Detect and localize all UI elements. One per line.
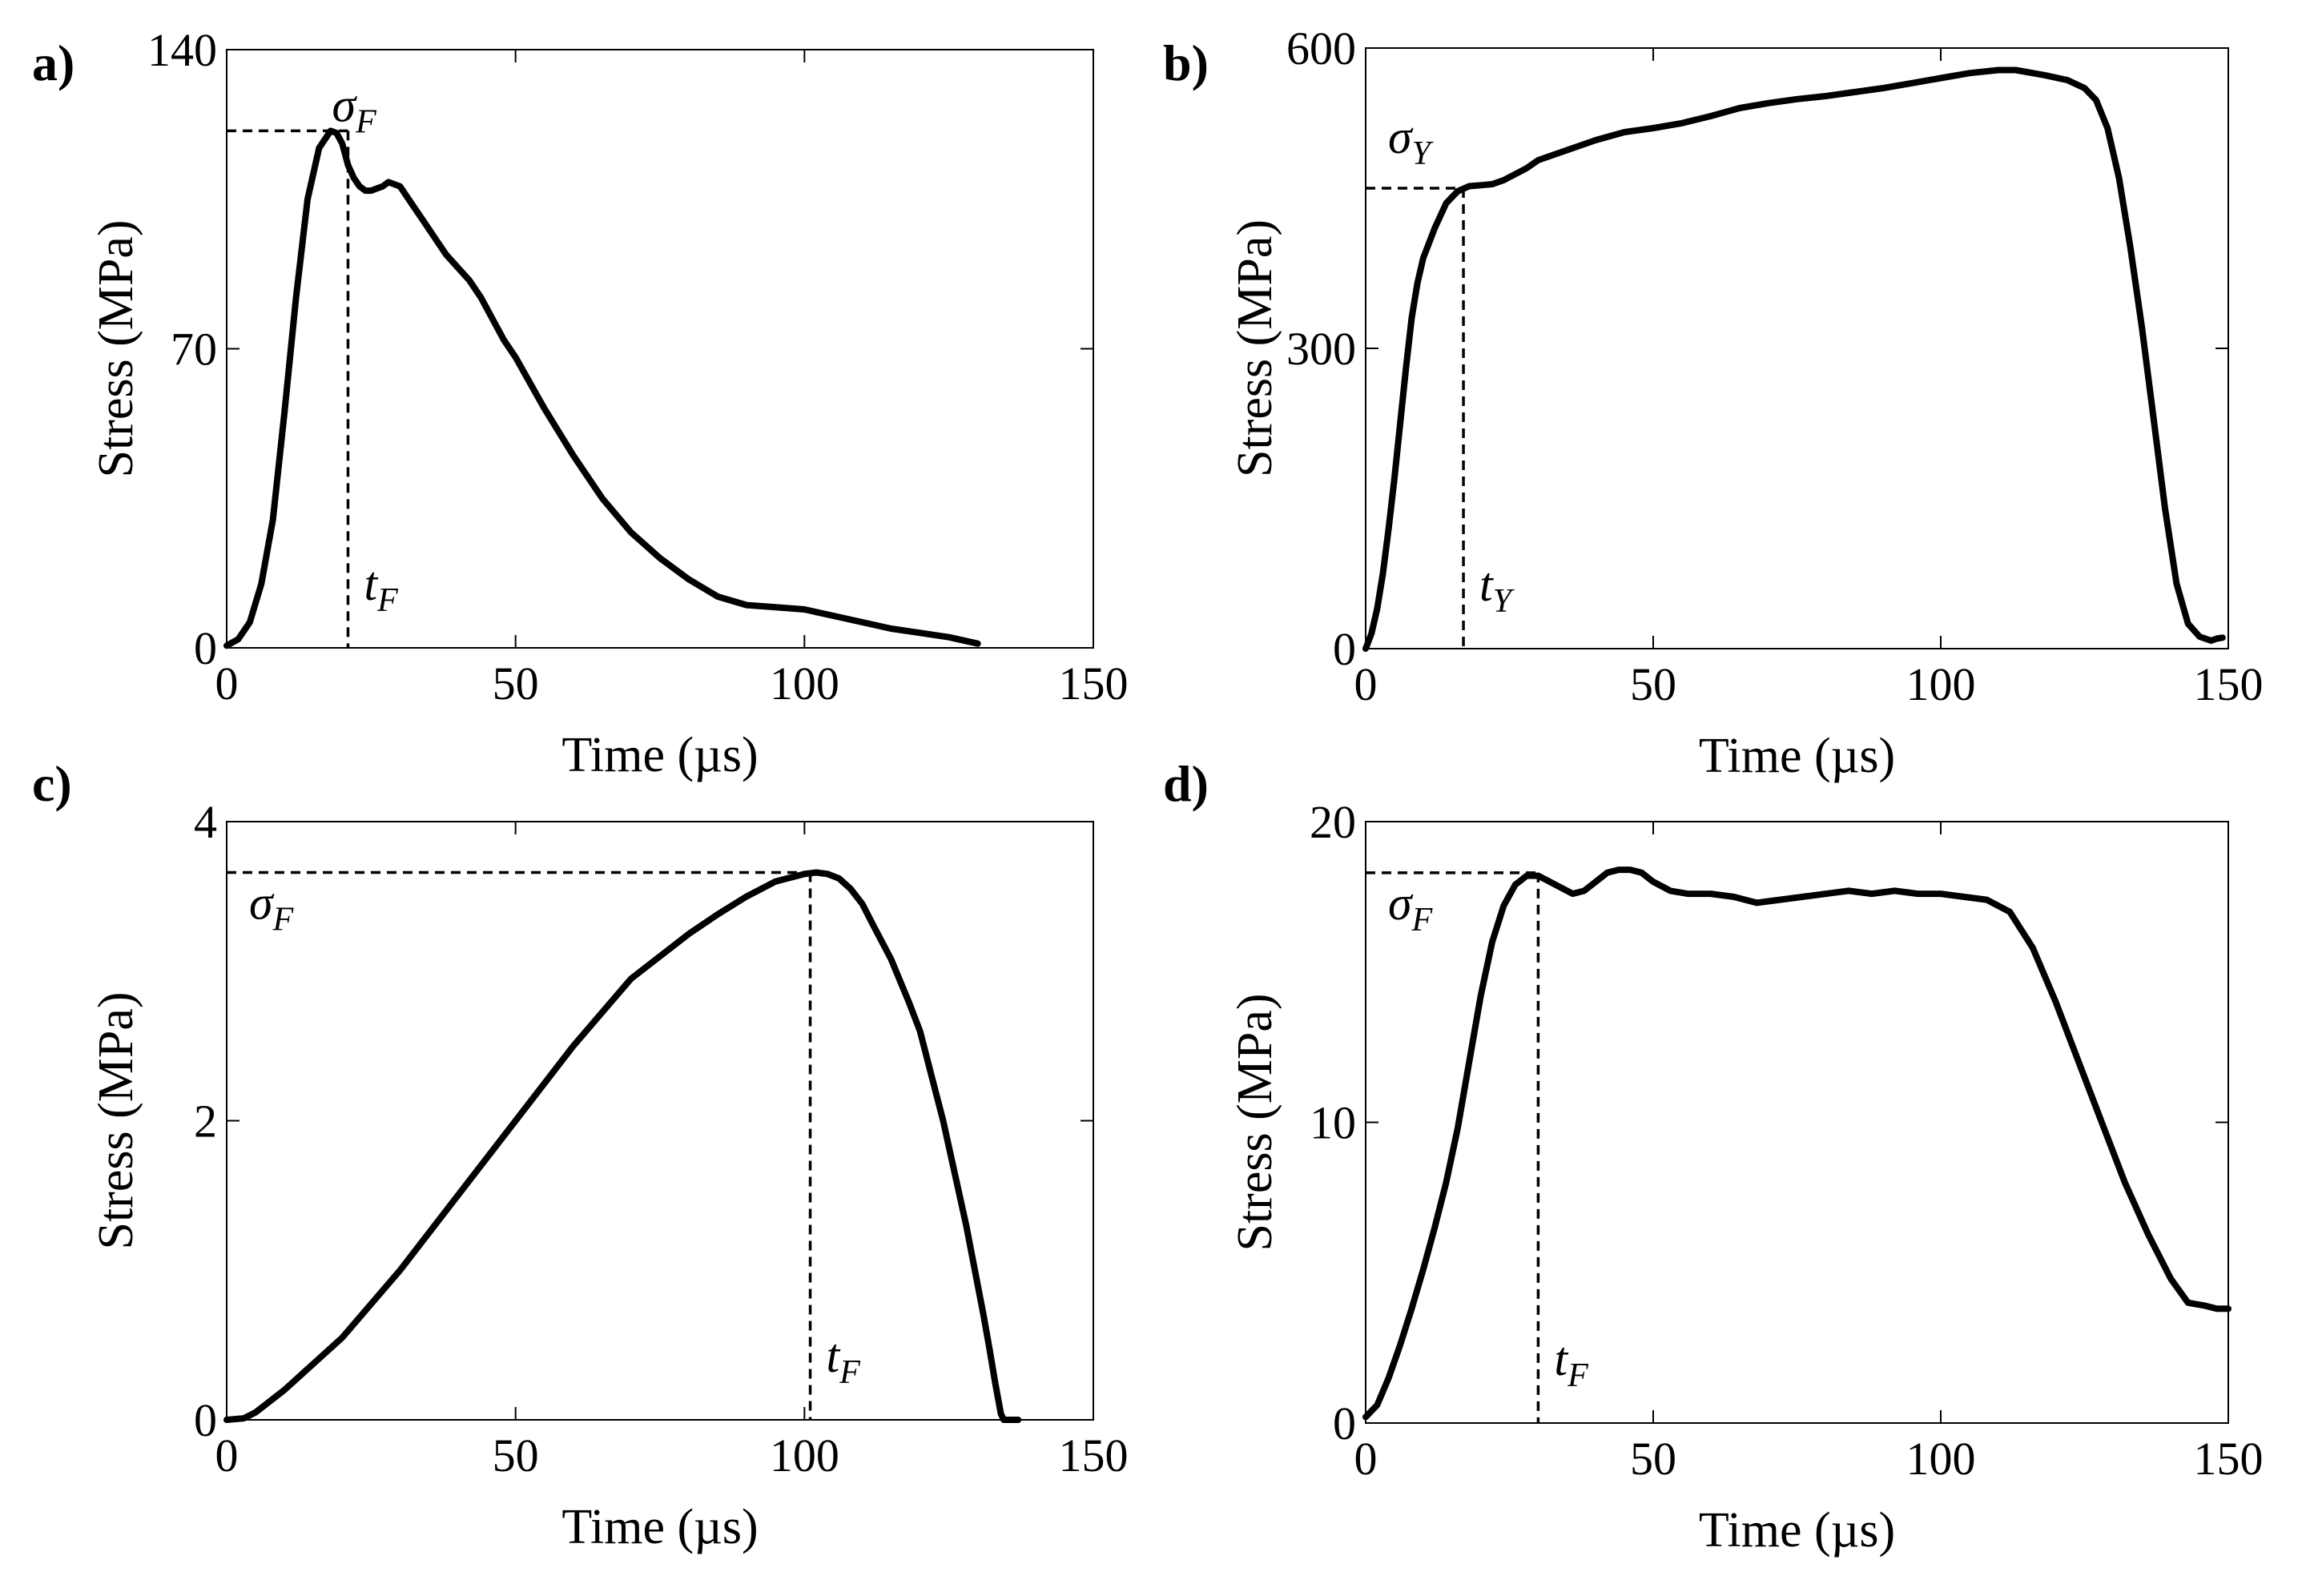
panel-a-y-tick-labels: 0 70 140 [147, 24, 217, 674]
panel-d-time-symbol: t [1554, 1333, 1568, 1385]
panel-d-x-tick-label: 0 [1354, 1433, 1378, 1485]
panel-c-stress-curve [223, 869, 1022, 1423]
panel-a-time-subscript: F [376, 582, 398, 619]
panel-c-time-marker-label: tF [827, 1329, 861, 1391]
panel-c-x-tick-label: 150 [1059, 1429, 1129, 1481]
panel-c-y-tick-label: 4 [194, 796, 217, 848]
panel-d-y-tick-label: 20 [1310, 796, 1356, 848]
panel-c-plot-frame [226, 821, 1094, 1421]
panel-a-label: a) [32, 34, 74, 91]
panel-b-x-tick-label: 50 [1630, 658, 1676, 710]
panel-d-y-axis-label: Stress (MPa) [1228, 993, 1282, 1251]
panel-c-stress-marker-label: σF [249, 876, 294, 938]
panel-d-x-tick-labels: 0 50 100 150 [1354, 1433, 2264, 1485]
panel-a: a) 0 50 100 150 0 70 140 Time (µs) Stres… [32, 24, 1129, 782]
panel-b-time-subscript: Y [1493, 583, 1515, 620]
panel-a-y-tick-label: 70 [171, 324, 217, 376]
panel-d-label: d) [1163, 755, 1209, 812]
panel-a-x-tick-label: 0 [215, 657, 239, 710]
panel-b-y-tick-labels: 0 300 600 [1286, 22, 1356, 675]
panel-d-time-subscript: F [1567, 1357, 1588, 1394]
panel-b-x-tick-label: 100 [1906, 658, 1976, 710]
panel-b-stress-subscript: Y [1412, 135, 1435, 172]
panel-b: b) 0 50 100 150 0 300 600 Time (µs) Stre… [1163, 22, 2264, 783]
panel-d-stress-curve [1362, 866, 2232, 1421]
panel-b-tick-marks [1365, 47, 2229, 649]
panel-c-time-subscript: F [839, 1354, 860, 1391]
panel-a-stress-curve [223, 127, 981, 649]
panel-d-x-tick-label: 50 [1630, 1433, 1676, 1485]
panel-b-plot-frame [1365, 47, 2229, 649]
panel-d-y-tick-label: 0 [1333, 1397, 1356, 1449]
panel-c-time-symbol: t [827, 1329, 841, 1382]
panel-a-x-axis-label: Time (µs) [561, 728, 758, 782]
panel-a-y-tick-label: 0 [194, 622, 217, 674]
panel-d-stress-subscript: F [1411, 902, 1433, 939]
panel-c-y-tick-labels: 0 2 4 [194, 796, 217, 1446]
panel-b-x-tick-label: 150 [2194, 658, 2264, 710]
panel-c: c) 0 50 100 150 0 2 4 Time (µs) Stress (… [32, 755, 1129, 1554]
panel-c-stress-subscript: F [272, 901, 294, 938]
panel-d-x-axis-label: Time (µs) [1699, 1503, 1895, 1558]
panel-b-y-tick-label: 600 [1286, 22, 1356, 74]
panel-d-x-tick-label: 150 [2194, 1433, 2264, 1485]
panel-c-x-tick-label: 100 [770, 1429, 839, 1481]
panel-a-stress-marker-label: σF [332, 78, 376, 140]
panel-c-tick-marks [226, 821, 1094, 1421]
panel-d-time-marker-label: tF [1554, 1333, 1588, 1394]
panel-b-x-axis-label: Time (µs) [1699, 729, 1895, 783]
panel-a-stress-symbol: σ [332, 78, 357, 131]
panel-a-tick-marks [226, 49, 1094, 649]
panel-d: d) 0 50 100 150 0 10 20 Time (µs) Stress… [1163, 755, 2264, 1558]
panel-c-y-tick-label: 2 [194, 1095, 217, 1148]
panel-a-x-tick-label: 50 [493, 657, 539, 710]
panel-a-x-tick-labels: 0 50 100 150 [215, 657, 1129, 710]
panel-a-x-tick-label: 100 [770, 657, 839, 710]
panel-a-x-tick-label: 150 [1059, 657, 1129, 710]
panel-b-stress-curve [1362, 66, 2226, 652]
panel-a-time-marker-label: tF [364, 557, 398, 619]
panel-c-y-tick-label: 0 [194, 1394, 217, 1446]
panel-a-y-tick-label: 140 [147, 24, 217, 76]
panel-c-label: c) [32, 755, 72, 812]
panel-d-stress-symbol: σ [1388, 877, 1414, 930]
panel-c-stress-symbol: σ [249, 876, 275, 929]
panel-d-y-tick-labels: 0 10 20 [1310, 796, 1356, 1449]
panel-a-y-axis-label: Stress (MPa) [89, 219, 143, 477]
panel-c-x-axis-label: Time (µs) [561, 1500, 758, 1554]
panel-d-y-tick-label: 10 [1310, 1097, 1356, 1149]
panel-b-y-tick-label: 300 [1286, 323, 1356, 375]
panel-c-x-tick-labels: 0 50 100 150 [215, 1429, 1129, 1481]
panel-b-x-tick-labels: 0 50 100 150 [1354, 658, 2264, 710]
panel-b-label: b) [1163, 34, 1209, 91]
panel-b-stress-marker-label: σY [1388, 111, 1435, 172]
panel-d-stress-marker-label: σF [1388, 877, 1433, 939]
panel-c-y-axis-label: Stress (MPa) [89, 991, 143, 1249]
panel-a-time-symbol: t [364, 557, 378, 610]
panel-b-y-axis-label: Stress (MPa) [1228, 219, 1282, 477]
panel-d-x-tick-label: 100 [1906, 1433, 1976, 1485]
panel-b-y-tick-label: 0 [1333, 623, 1356, 675]
panel-b-time-symbol: t [1479, 558, 1494, 611]
panel-a-stress-subscript: F [355, 103, 376, 140]
panel-b-time-marker-label: tY [1479, 558, 1515, 620]
panel-c-x-tick-label: 50 [493, 1429, 539, 1481]
panel-c-x-tick-label: 0 [215, 1429, 239, 1481]
panel-b-stress-symbol: σ [1388, 111, 1414, 163]
panel-b-x-tick-label: 0 [1354, 658, 1378, 710]
